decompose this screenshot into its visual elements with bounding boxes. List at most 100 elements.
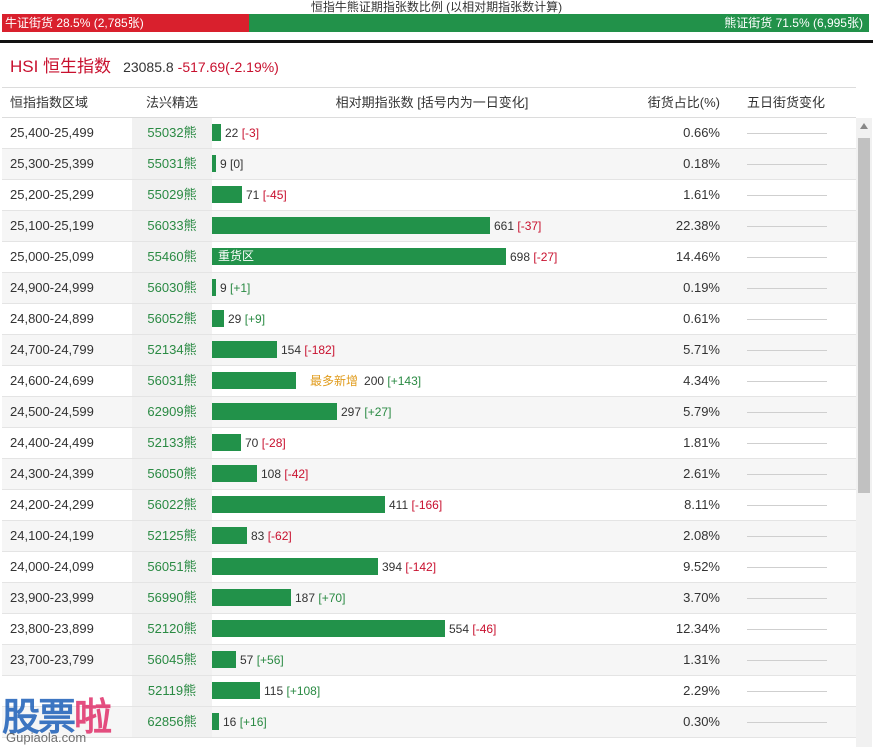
row-warrant-code-link[interactable]: 56051熊: [132, 552, 212, 582]
row-warrant-code-link[interactable]: 62856熊: [132, 707, 212, 737]
contracts-bar: [212, 651, 236, 668]
contracts-count: 115: [264, 684, 284, 698]
warrant-type: 熊: [183, 125, 197, 140]
row-outstanding-pct: 2.08%: [683, 528, 720, 543]
row-warrant-code-link[interactable]: 56052熊: [132, 304, 212, 334]
contracts-count: 9: [220, 157, 227, 171]
vertical-scrollbar[interactable]: [856, 118, 872, 747]
row-range: 25,100-25,199: [10, 218, 94, 233]
row-warrant-code-link[interactable]: 56031熊: [132, 366, 212, 396]
table-header: 恒指指数区域 法兴精选 相对期指张数 [括号内为一日变化] 街货占比(%) 五日…: [2, 87, 856, 118]
sparkline-line: [747, 505, 827, 506]
row-warrant-code-link[interactable]: 52125熊: [132, 521, 212, 551]
contracts-value: 115 [+108]: [264, 676, 320, 706]
index-change: -517.69(-2.19%): [177, 59, 279, 75]
contracts-count: 187: [295, 591, 316, 605]
section-divider: [0, 40, 873, 43]
row-warrant-code-link[interactable]: 56990熊: [132, 583, 212, 613]
contracts-bar: [212, 124, 221, 141]
table-row: 52119熊 115 [+108] 2.29%: [2, 676, 856, 707]
warrant-code: 55029: [147, 187, 184, 202]
contracts-value: 最多新增 200 [+143]: [310, 366, 421, 396]
warrant-code: 62856: [147, 714, 184, 729]
warrant-code: 56045: [147, 652, 184, 667]
row-warrant-code-link[interactable]: 52119熊: [132, 676, 212, 706]
row-contracts: 108 [-42]: [212, 459, 652, 489]
row-warrant-code-link[interactable]: 56030熊: [132, 273, 212, 303]
warrant-type: 熊: [183, 652, 197, 667]
row-five-day-sparkline: [747, 583, 837, 613]
warrant-type: 熊: [183, 497, 197, 512]
row-range: 25,000-25,099: [10, 249, 94, 264]
row-outstanding-pct: 4.34%: [683, 373, 720, 388]
row-contracts: 9 [+1]: [212, 273, 652, 303]
row-range: 24,300-24,399: [10, 466, 94, 481]
table-row: 25,100-25,199 56033熊 661 [-37] 22.38%: [2, 211, 856, 242]
contracts-value: 297 [+27]: [341, 397, 391, 427]
row-range: 23,700-23,799: [10, 652, 94, 667]
contracts-value: 71 [-45]: [246, 180, 287, 210]
row-warrant-code-link[interactable]: 55460熊: [132, 242, 212, 272]
contracts-count: 57: [240, 653, 254, 667]
sparkline-line: [747, 567, 827, 568]
warrant-type: 熊: [183, 249, 197, 264]
contracts-value: 411 [-166]: [389, 490, 442, 520]
row-five-day-sparkline: [747, 428, 837, 458]
sparkline-line: [747, 164, 827, 165]
row-range: 24,600-24,699: [10, 373, 94, 388]
sparkline-line: [747, 412, 827, 413]
table-row: 24,800-24,899 56052熊 29 [+9] 0.61%: [2, 304, 856, 335]
contracts-value: 9 [0]: [220, 149, 243, 179]
most-added-note: 最多新增: [310, 374, 359, 388]
row-warrant-code-link[interactable]: 62909熊: [132, 397, 212, 427]
row-range: 24,500-24,599: [10, 404, 94, 419]
row-outstanding-pct: 0.66%: [683, 125, 720, 140]
daily-change: [-37]: [517, 219, 542, 233]
warrant-type: 熊: [183, 311, 197, 326]
row-warrant-code-link[interactable]: 52120熊: [132, 614, 212, 644]
row-five-day-sparkline: [747, 273, 837, 303]
row-warrant-code-link[interactable]: 55029熊: [132, 180, 212, 210]
row-outstanding-pct: 2.61%: [683, 466, 720, 481]
header-contracts: 相对期指张数 [括号内为一日变化]: [335, 95, 529, 110]
row-warrant-code-link[interactable]: 56050熊: [132, 459, 212, 489]
warrant-code: 56051: [147, 559, 184, 574]
contracts-value: 154 [-182]: [281, 335, 335, 365]
contracts-value: 698 [-27]: [510, 242, 557, 272]
warrant-type: 熊: [183, 528, 197, 543]
warrant-type: 熊: [183, 342, 197, 357]
row-warrant-code-link[interactable]: 56033熊: [132, 211, 212, 241]
daily-change: [+143]: [387, 374, 422, 388]
row-range: 24,800-24,899: [10, 311, 94, 326]
row-warrant-code-link[interactable]: 52134熊: [132, 335, 212, 365]
row-outstanding-pct: 1.61%: [683, 187, 720, 202]
sparkline-line: [747, 598, 827, 599]
sparkline-line: [747, 195, 827, 196]
contracts-value: 108 [-42]: [261, 459, 308, 489]
row-contracts: 661 [-37]: [212, 211, 652, 241]
row-range: 24,000-24,099: [10, 559, 94, 574]
warrant-type: 熊: [183, 404, 197, 419]
warrant-code: 56033: [147, 218, 184, 233]
row-warrant-code-link[interactable]: 56022熊: [132, 490, 212, 520]
row-range: 23,800-23,899: [10, 621, 94, 636]
row-outstanding-pct: 14.46%: [675, 249, 720, 264]
row-warrant-code-link[interactable]: 52133熊: [132, 428, 212, 458]
contracts-bar: [212, 217, 490, 234]
row-warrant-code-link[interactable]: 55031熊: [132, 149, 212, 179]
row-five-day-sparkline: [747, 707, 837, 737]
scroll-thumb[interactable]: [858, 138, 870, 493]
daily-change: [-142]: [405, 560, 437, 574]
row-warrant-code-link[interactable]: 55032熊: [132, 118, 212, 148]
contracts-bar: [212, 403, 337, 420]
warrant-code: 52119: [147, 683, 184, 698]
contracts-count: 394: [382, 560, 403, 574]
row-contracts: 187 [+70]: [212, 583, 652, 613]
contracts-value: 16 [+16]: [223, 707, 267, 737]
bull-ratio-segment: 牛证街货 28.5% (2,785张): [2, 14, 250, 32]
sparkline-line: [747, 257, 827, 258]
scroll-up-arrow-icon[interactable]: [860, 123, 868, 129]
row-range: 24,700-24,799: [10, 342, 94, 357]
row-contracts: 297 [+27]: [212, 397, 652, 427]
row-warrant-code-link[interactable]: 56045熊: [132, 645, 212, 675]
